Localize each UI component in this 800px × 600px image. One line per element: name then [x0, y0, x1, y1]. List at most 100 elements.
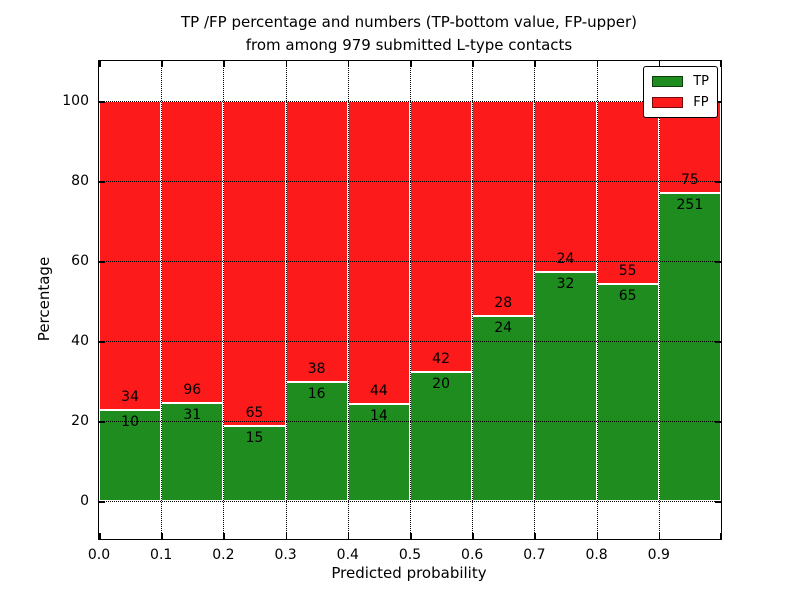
- tick-mark: [596, 61, 599, 67]
- x-tick-label: 0.5: [398, 547, 422, 563]
- tick-mark: [99, 181, 105, 183]
- x-tick-label: 0.4: [336, 547, 359, 563]
- x-tick-label: 0.3: [274, 547, 297, 563]
- bar-fp-count-label: 55: [618, 263, 637, 280]
- tick-mark: [715, 501, 721, 503]
- bar-fp-segment: [223, 101, 286, 426]
- tick-mark: [658, 533, 661, 539]
- tick-mark: [715, 101, 721, 103]
- tick-mark: [99, 61, 101, 67]
- bar-fp-count-label: 65: [245, 405, 264, 421]
- x-tick-label: 0.0: [87, 547, 111, 563]
- x-tick-label: 0.7: [523, 547, 546, 563]
- tp-swatch-icon: [652, 76, 684, 87]
- legend-label-fp: FP: [693, 95, 709, 110]
- tick-mark: [223, 533, 225, 539]
- bar-tp-count-label: 251: [676, 197, 704, 214]
- tick-mark: [347, 533, 350, 539]
- bar-tp-count-label: 65: [618, 288, 637, 305]
- bar-tp-segment: [99, 410, 162, 501]
- bar-tp-segment: [658, 193, 721, 501]
- bar-fp-segment: [161, 101, 224, 404]
- tick-mark: [715, 341, 721, 343]
- bar-tp-segment: [534, 272, 597, 501]
- legend-label-tp: TP: [693, 74, 709, 89]
- x-tick-label: 0.9: [647, 547, 670, 563]
- tick-mark: [285, 533, 288, 539]
- chart-title-line1: TP /FP percentage and numbers (TP-bottom…: [181, 13, 637, 31]
- plot-area: TP FP 34 10 96 31 65 15 38 16 44 14 42 20 28 24 24 32 55…: [62, 60, 722, 563]
- tick-mark: [658, 61, 661, 67]
- tick-mark: [719, 533, 721, 539]
- tick-mark: [715, 421, 721, 423]
- y-tick-label: 0: [80, 493, 89, 509]
- gridline-v: [347, 61, 349, 539]
- bar-fp-count-label: 38: [307, 361, 326, 378]
- tick-mark: [410, 61, 412, 67]
- bar-tp-segment: [596, 284, 659, 501]
- tick-mark: [99, 421, 105, 423]
- bar-tp-segment: [472, 316, 535, 501]
- bar-tp-segment: [161, 403, 224, 501]
- tick-mark: [472, 533, 474, 539]
- x-tick-label: 0.2: [212, 547, 235, 563]
- x-tick-label: 0.1: [150, 547, 173, 563]
- y-tick-label: 80: [71, 173, 89, 189]
- bar-tp-count-label: 31: [183, 407, 202, 424]
- tick-mark: [99, 341, 105, 343]
- bar-fp-count-label: 28: [494, 295, 513, 312]
- y-tick-label: 60: [71, 253, 89, 269]
- tick-mark: [99, 101, 105, 103]
- bar-fp-segment: [347, 101, 410, 405]
- tick-mark: [715, 181, 721, 183]
- tick-mark: [285, 61, 288, 67]
- tick-mark: [99, 533, 101, 539]
- bar-fp-count-label: 75: [680, 172, 699, 189]
- tick-mark: [347, 61, 350, 67]
- bar-tp-count-label: 15: [245, 430, 264, 446]
- gridline-v: [410, 61, 411, 539]
- legend-item-tp: TP: [652, 73, 709, 90]
- gridline-v: [161, 61, 163, 539]
- tick-mark: [719, 61, 721, 67]
- gridline-v: [658, 61, 660, 539]
- bar-fp-count-label: 44: [369, 383, 388, 400]
- bar-tp-count-label: 20: [432, 375, 450, 392]
- bar-fp-count-label: 96: [183, 382, 202, 399]
- gridline-v: [223, 61, 225, 539]
- bar-fp-segment: [99, 101, 162, 411]
- bar-fp-count-label: 42: [432, 350, 450, 367]
- tick-mark: [410, 533, 412, 539]
- bar-tp-segment: [347, 404, 410, 501]
- chart-title-line2: from among 979 submitted L-type contacts: [245, 36, 573, 54]
- bar-tp-count-label: 10: [121, 414, 139, 431]
- tick-mark: [223, 61, 225, 67]
- tick-mark: [99, 261, 105, 263]
- bar-tp-count-label: 16: [307, 386, 326, 403]
- bar-fp-count-label: 34: [121, 389, 139, 406]
- bar-tp-count-label: 32: [556, 276, 575, 293]
- bar-tp-count-label: 24: [494, 320, 513, 337]
- bar-tp-segment: [285, 382, 348, 501]
- y-tick-label: 40: [71, 333, 89, 349]
- tick-mark: [715, 261, 721, 263]
- gridline-v: [472, 61, 474, 539]
- bar-tp-count-label: 14: [369, 408, 388, 425]
- gridline-v: [534, 61, 536, 539]
- legend: TP FP: [643, 66, 718, 118]
- bar-fp-segment: [534, 101, 597, 273]
- x-axis-label: Predicted probability: [331, 564, 487, 582]
- chart-title: TP /FP percentage and numbers (TP-bottom…: [98, 11, 720, 57]
- tick-mark: [472, 61, 474, 67]
- bar-fp-segment: [472, 101, 535, 317]
- gridline-v: [596, 61, 598, 539]
- y-tick-label: 100: [62, 93, 89, 109]
- tick-mark: [161, 533, 163, 539]
- tick-mark: [534, 533, 536, 539]
- tick-mark: [99, 501, 105, 503]
- legend-item-fp: FP: [652, 94, 709, 111]
- gridline-v: [285, 61, 287, 539]
- tick-mark: [161, 61, 163, 67]
- bar-fp-segment: [410, 101, 473, 372]
